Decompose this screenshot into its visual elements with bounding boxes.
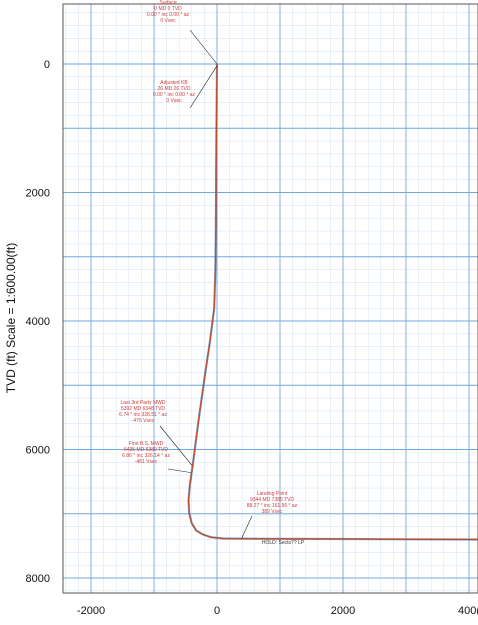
footnote-text: HOLD: Sects?? LP (262, 540, 305, 546)
annotation-text: 88.27 ° inc 161.56 ° az (247, 503, 298, 509)
annotation-text: 0.00 ° inc 0.00 ° az (153, 92, 196, 98)
annotation-leader-line (189, 65, 218, 109)
annotation-text: Last 3rd Party MWD (120, 400, 165, 406)
annotation-leader-line (159, 425, 193, 466)
y-tick-label: 6000 (26, 445, 50, 457)
annotation-text: 0.00 ° inc 0.00 ° az (147, 12, 190, 18)
annotation-text: 6435 MD 6389 TVD (124, 447, 168, 453)
annotation-text: 26 MD 26 TVD (158, 86, 191, 92)
y-tick-label: 8000 (26, 573, 50, 585)
annotation-text: First B.S. MWD (129, 441, 164, 447)
y-axis-tick-labels: 0 2000 4000 6000 8000 (26, 59, 50, 585)
y-tick-label: 2000 (26, 188, 50, 200)
y-tick-label: 4000 (26, 316, 50, 328)
annotation-text: Surface (159, 0, 176, 6)
x-tick-label: 0 (214, 605, 220, 617)
annotation-text: 0 Vsec (160, 18, 176, 24)
annotation-text: 9344 MD 7385 TVD (250, 497, 294, 503)
annotation-text: 6.86 ° inc 326.14 ° az (122, 453, 170, 459)
plot-frame (62, 3, 478, 594)
x-tick-label: 2000 (331, 605, 355, 617)
x-axis-tick-labels: -2000 0 2000 400( (77, 605, 478, 617)
annotation-text: Landing Point (257, 491, 288, 497)
annotation-text: 5392 MD 6348 TVD (121, 406, 165, 412)
y-tick-label: 0 (44, 59, 50, 71)
annotation-text: 6.74 ° inc 328.51 ° az (119, 412, 167, 418)
wellbore-path (187, 64, 478, 541)
annotation-text: Adjusted KB (160, 80, 188, 86)
x-tick-label: -2000 (77, 605, 105, 617)
series-layer (187, 64, 478, 541)
annotation-leader-line (189, 29, 218, 65)
x-tick-label: 400( (458, 605, 478, 617)
annotation-leader-line (241, 515, 253, 539)
annotation-leader-line (167, 468, 192, 473)
y-axis-label: TVD (ft) Scale = 1:600.00(ft) (4, 243, 18, 393)
annotation-text: 389 Vsec (262, 509, 283, 515)
annotation-text: 0 MD 0 TVD (154, 6, 182, 12)
annotation-text: -481 Vsec (135, 459, 158, 465)
annotation-text: 0 Vsec (166, 98, 182, 104)
annotation-text: -476 Vsec (132, 418, 155, 424)
minor-grid (63, 4, 478, 593)
